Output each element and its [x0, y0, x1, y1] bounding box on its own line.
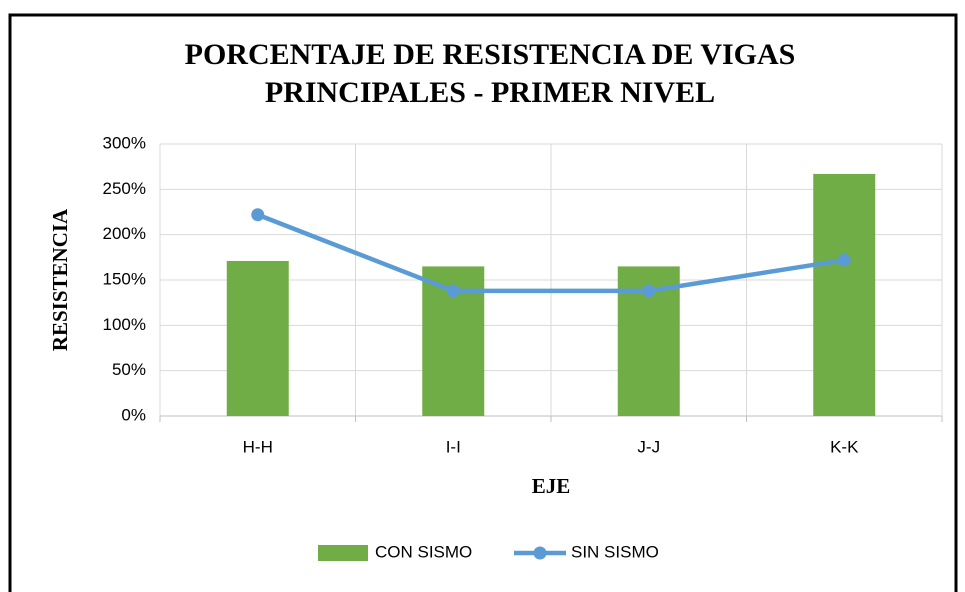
y-tick-label: 100%	[103, 315, 146, 334]
line-marker	[642, 284, 656, 298]
x-tick-label: K-K	[830, 437, 859, 456]
line-marker	[446, 284, 460, 298]
y-tick-label: 250%	[103, 179, 146, 198]
line-marker	[251, 208, 265, 222]
x-tick-label: I-I	[446, 437, 461, 456]
y-tick-label: 300%	[103, 133, 146, 152]
y-tick-label: 200%	[103, 224, 146, 243]
chart-title: PRINCIPALES - PRIMER NIVEL	[265, 76, 715, 109]
legend-label: CON SISMO	[375, 542, 472, 561]
y-tick-label: 150%	[103, 269, 146, 288]
bar	[813, 173, 876, 416]
y-axis-label: RESISTENCIA	[48, 208, 72, 351]
chart-title: PORCENTAJE DE RESISTENCIA DE VIGAS	[185, 38, 796, 71]
bar	[226, 260, 289, 416]
x-axis-label: EJE	[532, 474, 571, 498]
line-marker	[837, 253, 851, 267]
y-tick-label: 0%	[121, 405, 146, 424]
x-tick-label: J-J	[637, 437, 660, 456]
x-tick-label: H-H	[243, 437, 273, 456]
legend-label: SIN SISMO	[571, 542, 659, 561]
legend-swatch-marker	[533, 546, 547, 560]
y-tick-label: 50%	[112, 360, 146, 379]
legend-swatch	[318, 545, 368, 561]
line	[256, 212, 845, 294]
